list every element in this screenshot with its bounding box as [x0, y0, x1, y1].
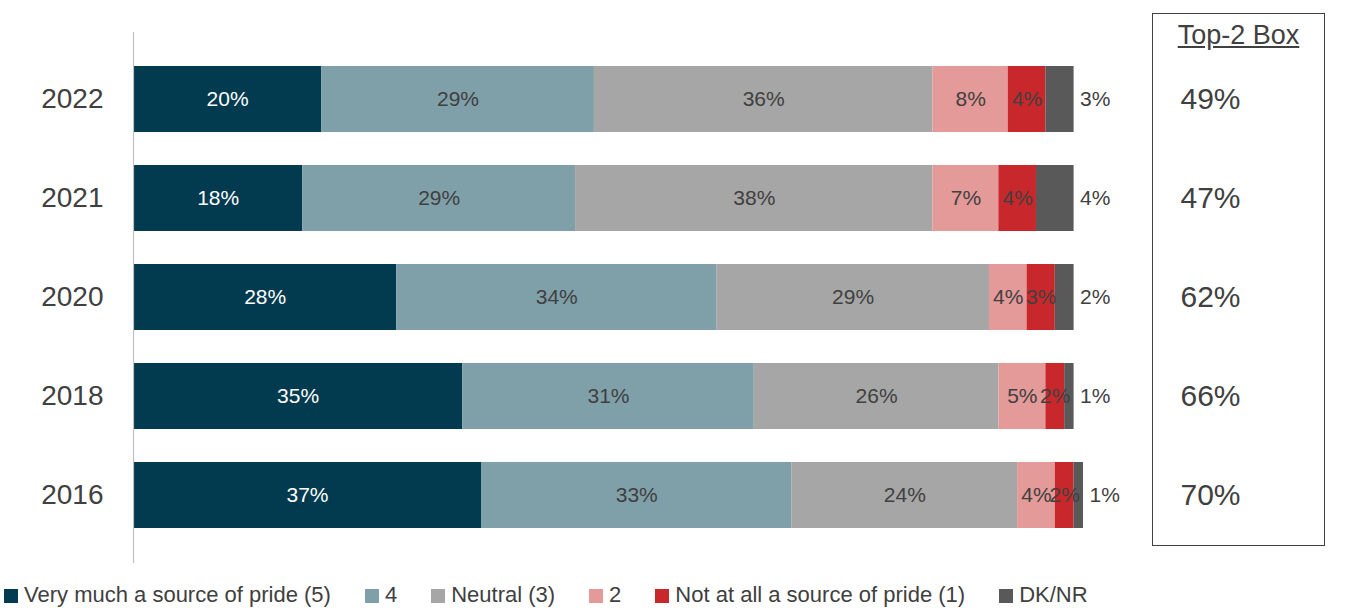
svg-text:2020: 2020	[41, 281, 103, 312]
svg-text:7%: 7%	[951, 186, 981, 209]
svg-text:3%: 3%	[1080, 87, 1110, 110]
svg-text:24%: 24%	[884, 483, 926, 506]
svg-text:36%: 36%	[743, 87, 785, 110]
svg-text:4%: 4%	[1021, 483, 1051, 506]
svg-text:2021: 2021	[41, 182, 103, 213]
html-text:Top-2 Box: Top-2 Box	[1177, 20, 1300, 50]
svg-text:28%: 28%	[244, 285, 286, 308]
svg-text:20%: 20%	[207, 87, 249, 110]
svg-text:2022: 2022	[41, 83, 103, 114]
html-text:Very much a source of pride (5: Very much a source of pride (5)	[24, 582, 331, 607]
svg-text:62%: 62%	[1180, 280, 1240, 313]
svg-text:3%: 3%	[1026, 285, 1056, 308]
html-text:DK/NR: DK/NR	[1019, 582, 1088, 607]
svg-text:70%: 70%	[1180, 478, 1240, 511]
svg-text:2%: 2%	[1050, 483, 1080, 506]
svg-text:33%: 33%	[616, 483, 658, 506]
svg-text:2%: 2%	[1080, 285, 1110, 308]
svg-text:4%: 4%	[1080, 186, 1110, 209]
svg-text:18%: 18%	[197, 186, 239, 209]
svg-text:8%: 8%	[955, 87, 985, 110]
svg-text:1%: 1%	[1090, 483, 1120, 506]
html-text:Neutral (3): Neutral (3)	[451, 582, 556, 607]
svg-text:38%: 38%	[733, 186, 775, 209]
svg-text:2016: 2016	[41, 479, 103, 510]
svg-text:47%: 47%	[1180, 181, 1240, 214]
html-text:2: 2	[609, 582, 622, 607]
svg-text:37%: 37%	[286, 483, 328, 506]
svg-text:5%: 5%	[1007, 384, 1037, 407]
svg-text:4%: 4%	[1012, 87, 1042, 110]
html-text:4: 4	[384, 582, 398, 607]
svg-text:26%: 26%	[856, 384, 898, 407]
svg-text:2%: 2%	[1040, 384, 1070, 407]
svg-text:29%: 29%	[832, 285, 874, 308]
svg-text:35%: 35%	[277, 384, 319, 407]
svg-text:29%: 29%	[437, 87, 479, 110]
svg-text:2018: 2018	[41, 380, 103, 411]
svg-text:31%: 31%	[587, 384, 629, 407]
svg-text:29%: 29%	[418, 186, 460, 209]
svg-text:4%: 4%	[1002, 186, 1032, 209]
svg-text:34%: 34%	[536, 285, 578, 308]
svg-text:1%: 1%	[1080, 384, 1110, 407]
svg-text:49%: 49%	[1180, 82, 1240, 115]
svg-text:66%: 66%	[1180, 379, 1240, 412]
svg-text:4%: 4%	[993, 285, 1023, 308]
html-text:Not at all a source of pride (: Not at all a source of pride (1)	[675, 582, 966, 607]
